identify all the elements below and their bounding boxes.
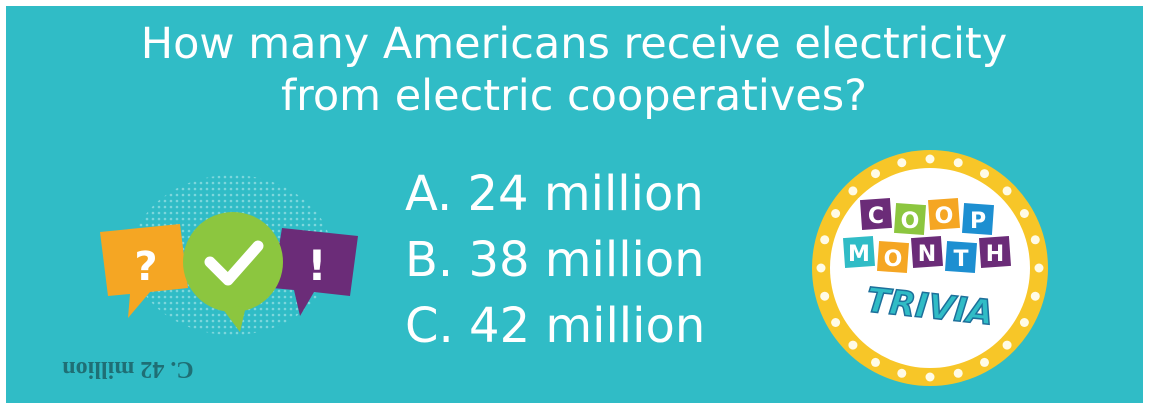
tile-letter: H xyxy=(986,242,1004,267)
tile-letter: O xyxy=(884,247,903,272)
option[interactable]: A. 24 million xyxy=(405,166,704,222)
bulb xyxy=(831,209,840,218)
bulb xyxy=(1003,341,1012,350)
check-circle xyxy=(183,212,283,312)
bulb xyxy=(926,155,935,164)
tile-letter: O xyxy=(901,209,920,234)
bulb xyxy=(897,158,906,167)
page: How many Americans receive electricity f… xyxy=(0,0,1149,409)
tile-letter: M xyxy=(848,242,870,267)
question-line: from electric cooperatives? xyxy=(281,71,867,121)
question-line: How many Americans receive electricity xyxy=(141,19,1007,69)
bulb xyxy=(980,169,989,178)
option[interactable]: B. 38 million xyxy=(405,232,705,288)
bulb xyxy=(871,169,880,178)
bulb xyxy=(926,373,935,382)
bulb xyxy=(1031,235,1040,244)
bulb xyxy=(831,318,840,327)
answer: C. 42 million xyxy=(62,356,193,382)
tile-letter: N xyxy=(918,242,936,267)
bulb xyxy=(954,369,963,378)
bulb xyxy=(1020,318,1029,327)
bulb xyxy=(820,235,829,244)
bulb xyxy=(980,358,989,367)
question-icon: ? xyxy=(134,244,157,290)
tile-letter: P xyxy=(970,209,986,234)
bulb xyxy=(817,264,826,273)
bulb xyxy=(1031,292,1040,301)
bulb xyxy=(1003,186,1012,195)
exclamation-icon: ! xyxy=(307,241,326,290)
bulb xyxy=(848,186,857,195)
bulb xyxy=(1035,264,1044,273)
trivia-card: How many Americans receive electricity f… xyxy=(0,0,1149,409)
bulb xyxy=(897,369,906,378)
bulb xyxy=(848,341,857,350)
bulb xyxy=(820,292,829,301)
bulb xyxy=(1020,209,1029,218)
tile-letter: O xyxy=(935,204,954,229)
bulb xyxy=(871,358,880,367)
tile-letter: C xyxy=(868,204,884,229)
bulb xyxy=(954,158,963,167)
tile-letter: T xyxy=(953,247,968,272)
option[interactable]: C. 42 million xyxy=(405,298,705,354)
